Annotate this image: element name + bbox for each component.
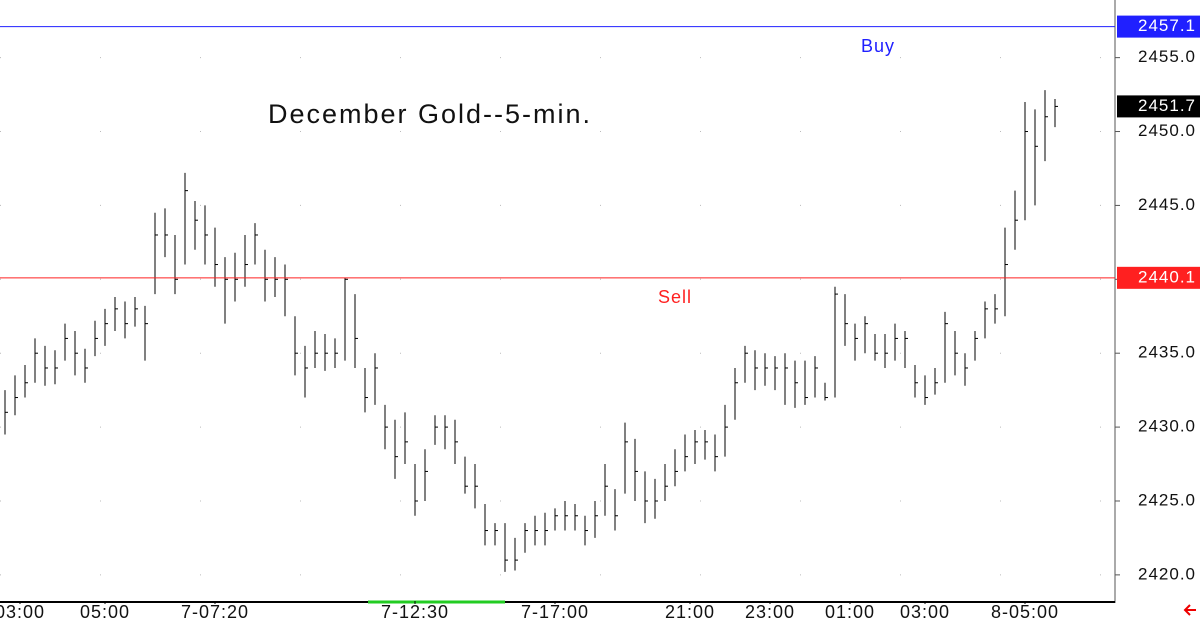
y-tick-label: 2455.0 bbox=[1138, 47, 1196, 66]
x-tick-label: 7-17:00 bbox=[521, 602, 589, 622]
level-label: Sell bbox=[658, 287, 692, 307]
chart-title: December Gold--5-min. bbox=[268, 99, 592, 129]
y-tick-label: 2445.0 bbox=[1138, 195, 1196, 214]
y-tick-label: 2450.0 bbox=[1138, 121, 1196, 140]
x-tick-label: 03:00 bbox=[0, 602, 45, 622]
x-tick-label: 03:00 bbox=[900, 602, 950, 622]
level-price-box bbox=[1117, 266, 1200, 289]
y-tick-label: 2435.0 bbox=[1138, 343, 1196, 362]
x-tick-label: 21:00 bbox=[665, 602, 715, 622]
y-tick-label: 2425.0 bbox=[1138, 490, 1196, 509]
last-price-label: 2451.7 bbox=[1138, 96, 1196, 115]
x-tick-label: 23:00 bbox=[745, 602, 795, 622]
last-price-box bbox=[1117, 95, 1200, 118]
level-price-label: 2457.1 bbox=[1138, 16, 1196, 35]
x-tick-label: 01:00 bbox=[825, 602, 875, 622]
level-price-box bbox=[1117, 15, 1200, 38]
x-tick-label: 7-07:20 bbox=[181, 602, 249, 622]
price-axis-panel bbox=[1115, 0, 1200, 622]
y-tick-label: 2430.0 bbox=[1138, 417, 1196, 436]
scroll-arrow[interactable] bbox=[1183, 604, 1196, 616]
level-price-label: 2440.1 bbox=[1138, 267, 1196, 286]
y-tick-label: 2420.0 bbox=[1138, 564, 1196, 583]
level-label: Buy bbox=[861, 36, 895, 56]
x-tick-label: 7-12:30 bbox=[381, 602, 449, 622]
x-tick-label: 05:00 bbox=[80, 602, 130, 622]
x-tick-label: 8-05:00 bbox=[991, 602, 1059, 622]
